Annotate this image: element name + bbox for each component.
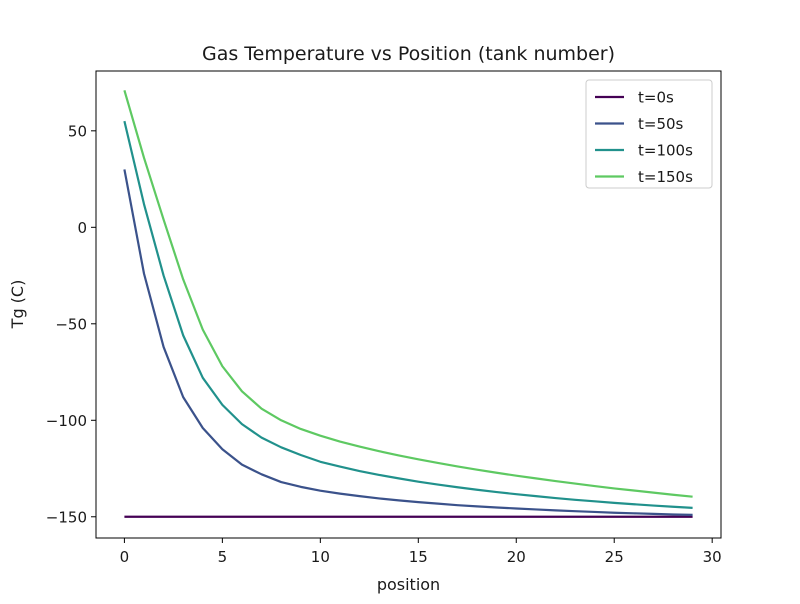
legend-label-0: t=0s [638,89,674,107]
series-line-3 [123,89,693,498]
legend-label-1: t=50s [638,115,684,133]
x-tick-label: 15 [409,548,428,566]
x-tick-label: 30 [703,548,722,566]
y-tick-label: 0 [77,219,87,237]
x-tick-label: 10 [311,548,330,566]
x-tick-label: 5 [218,548,228,566]
plot-frame [95,70,722,539]
y-axis: −150 −100 −50 0 50 [46,122,96,526]
y-tick-label: 50 [68,122,87,140]
x-tick-label: 25 [605,548,624,566]
x-tick-label: 0 [120,548,130,566]
y-tick-label: −100 [46,412,87,430]
legend: t=0s t=50s t=100s t=150s [585,79,713,189]
series-line-2 [123,120,693,509]
legend-box [585,79,713,189]
legend-label-2: t=100s [638,142,693,160]
y-tick-label: −50 [55,315,87,333]
y-tick-label: −150 [46,508,87,526]
series-line-1 [123,169,693,516]
x-tick-label: 20 [507,548,526,566]
x-axis-label: position [377,575,440,594]
series-layer [123,89,693,518]
x-axis: 0 5 10 15 20 25 30 [120,538,722,566]
legend-label-3: t=150s [638,168,693,186]
y-axis-label: Tg (C) [8,280,27,330]
chart-title: Gas Temperature vs Position (tank number… [202,43,615,65]
